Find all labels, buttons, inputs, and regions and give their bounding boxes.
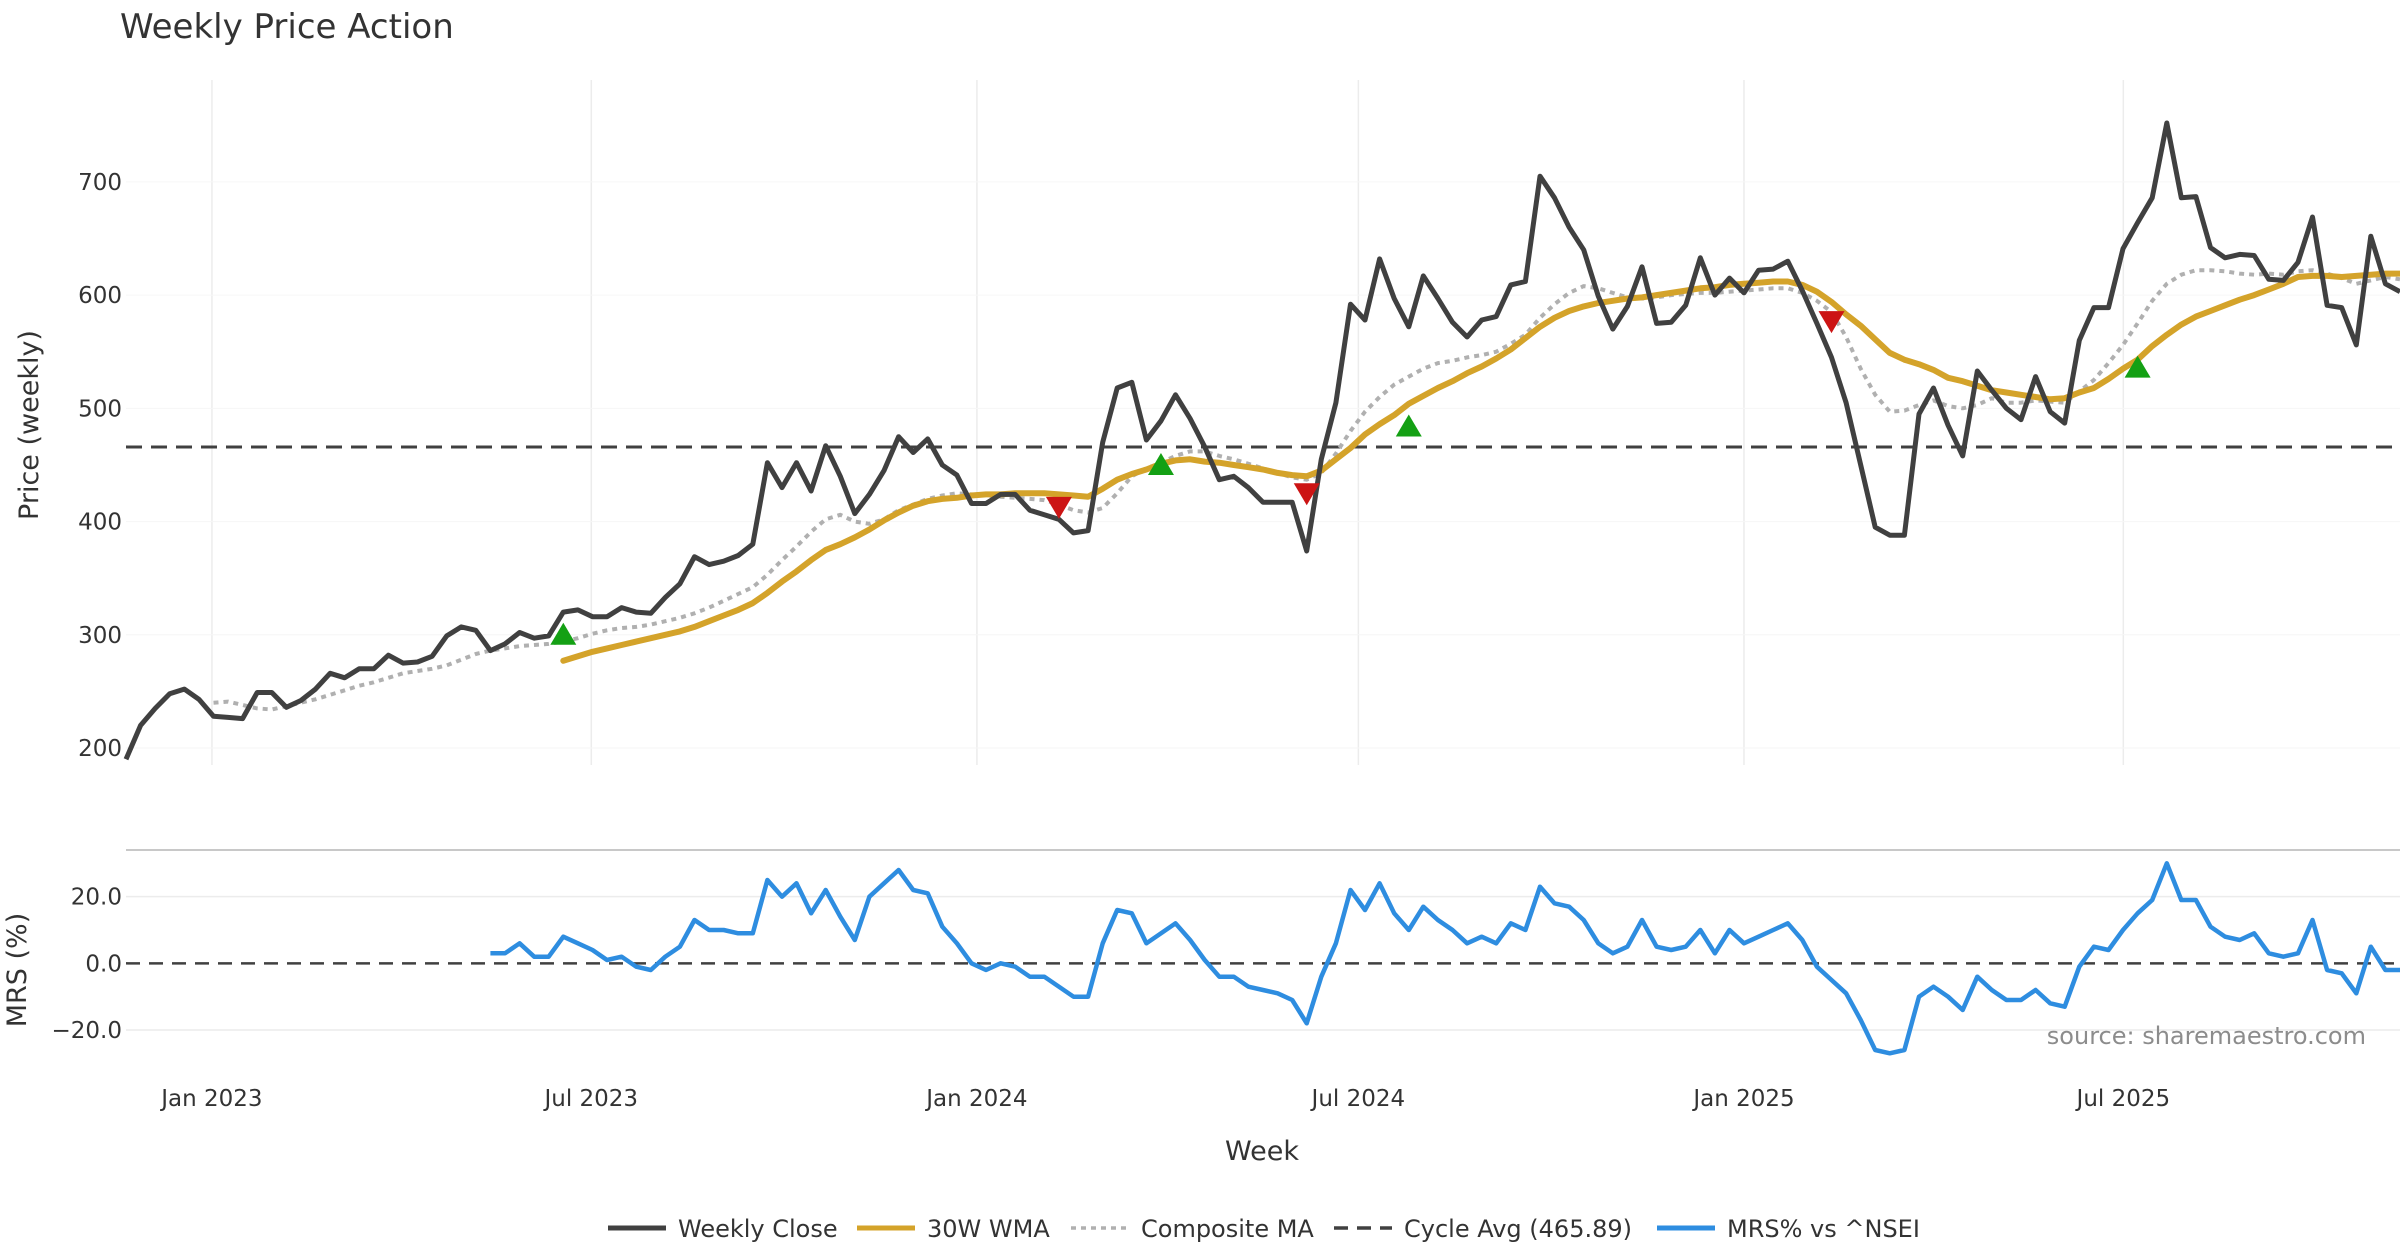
weekly-close-line	[123, 120, 2400, 761]
legend-label: Weekly Close	[678, 1215, 838, 1243]
mrs-y-tick-label: −20.0	[52, 1018, 122, 1044]
sell-signal-marker	[1818, 311, 1845, 334]
price-y-tick-label: 200	[78, 736, 122, 762]
price-y-tick-label: 500	[78, 396, 122, 422]
buy-signal-marker	[2124, 355, 2151, 378]
x-axis-label: Week	[1225, 1136, 1299, 1167]
buy-signal-marker	[550, 622, 577, 645]
price-grid	[126, 80, 2400, 765]
legend-label: Composite MA	[1141, 1215, 1314, 1243]
legend-label: MRS% vs ^NSEI	[1727, 1215, 1920, 1243]
composite-ma-line	[213, 268, 2400, 712]
legend-label: Cycle Avg (465.89)	[1404, 1215, 1632, 1243]
signal-markers	[550, 311, 2151, 645]
source-note: source: sharemaestro.com	[2047, 1022, 2366, 1050]
x-tick-label: Jan 2025	[1691, 1086, 1794, 1112]
buy-signal-marker	[1147, 452, 1174, 475]
mrs-y-tick-label: 20.0	[71, 885, 122, 911]
sell-signal-marker	[1045, 496, 1072, 519]
mrs-grid	[126, 895, 2400, 1031]
price-series	[123, 120, 2400, 761]
wma30-line	[560, 270, 2400, 664]
price-y-tick-label: 700	[78, 170, 122, 196]
chart-title: Weekly Price Action	[120, 7, 454, 47]
x-tick-label: Jan 2024	[924, 1086, 1027, 1112]
price-y-tick-label: 600	[78, 283, 122, 309]
mrs-line	[490, 861, 2400, 1056]
buy-signal-marker	[1395, 414, 1422, 437]
x-tick-label: Jul 2025	[2075, 1086, 2171, 1112]
x-ticks: Jan 2023 Jul 2023 Jan 2024 Jul 2024 Jan 2025…	[159, 1086, 2170, 1112]
legend: Weekly Close 30W WMA Composite MA Cycle Avg…	[608, 1215, 1920, 1243]
mrs-y-axis-label: MRS (%)	[2, 913, 33, 1028]
x-tick-label: Jul 2024	[1310, 1086, 1406, 1112]
sell-signal-marker	[1293, 483, 1320, 506]
legend-label: 30W WMA	[927, 1215, 1050, 1243]
mrs-series	[126, 861, 2400, 1056]
x-tick-label: Jul 2023	[542, 1086, 638, 1112]
mrs-y-tick-label: 0.0	[85, 951, 122, 977]
price-y-axis-label: Price (weekly)	[14, 330, 45, 520]
price-y-tick-label: 400	[78, 510, 122, 536]
price-y-tick-label: 300	[78, 623, 122, 649]
x-tick-label: Jan 2023	[159, 1086, 262, 1112]
price-y-ticks: 200 300 400 500 600 700	[78, 170, 122, 762]
mrs-y-ticks: −20.0 0.0 20.0	[52, 885, 122, 1044]
